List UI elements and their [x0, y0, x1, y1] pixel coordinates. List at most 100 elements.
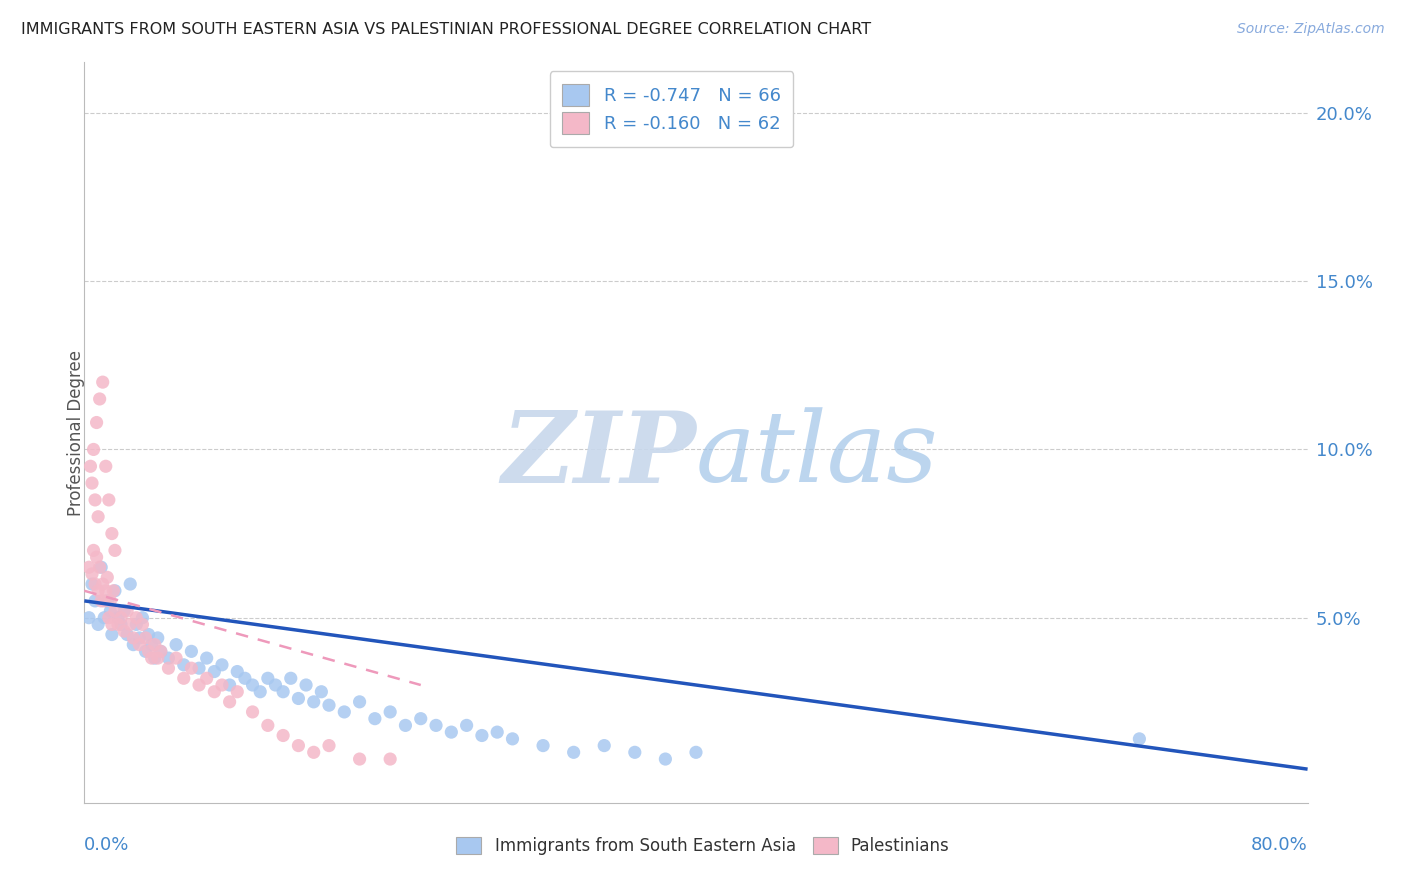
- Point: [394, 718, 416, 732]
- Text: 0.0%: 0.0%: [84, 837, 129, 855]
- Legend: R = -0.747   N = 66, R = -0.160   N = 62: R = -0.747 N = 66, R = -0.160 N = 62: [550, 71, 793, 147]
- Point: [195, 651, 218, 665]
- Point: [264, 678, 287, 692]
- Point: [138, 644, 160, 658]
- Point: [349, 695, 371, 709]
- Point: [149, 644, 172, 658]
- Point: [486, 725, 509, 739]
- Point: [502, 731, 524, 746]
- Point: [364, 712, 387, 726]
- Point: [101, 627, 124, 641]
- Point: [83, 543, 105, 558]
- Point: [188, 678, 211, 692]
- Point: [87, 509, 110, 524]
- Point: [103, 583, 125, 598]
- Point: [91, 577, 114, 591]
- Point: [110, 610, 132, 624]
- Point: [97, 492, 120, 507]
- Point: [104, 543, 127, 558]
- Point: [98, 604, 121, 618]
- Point: [125, 617, 148, 632]
- Point: [84, 594, 107, 608]
- Point: [120, 577, 142, 591]
- Point: [531, 739, 554, 753]
- Text: ZIP: ZIP: [501, 407, 696, 503]
- Point: [226, 665, 249, 679]
- Point: [180, 644, 202, 658]
- Point: [311, 685, 333, 699]
- Point: [115, 604, 138, 618]
- Point: [115, 627, 138, 641]
- Point: [135, 644, 157, 658]
- Point: [89, 560, 111, 574]
- Point: [654, 752, 676, 766]
- Point: [80, 577, 103, 591]
- Point: [104, 604, 127, 618]
- Point: [104, 583, 127, 598]
- Point: [180, 661, 202, 675]
- Point: [173, 657, 195, 672]
- Text: Source: ZipAtlas.com: Source: ZipAtlas.com: [1237, 22, 1385, 37]
- Text: 80.0%: 80.0%: [1251, 837, 1308, 855]
- Point: [84, 492, 107, 507]
- Point: [318, 739, 340, 753]
- Point: [271, 685, 294, 699]
- Point: [91, 375, 114, 389]
- Point: [97, 610, 120, 624]
- Point: [94, 459, 117, 474]
- Point: [249, 685, 271, 699]
- Point: [94, 583, 117, 598]
- Point: [135, 631, 157, 645]
- Point: [93, 610, 115, 624]
- Point: [125, 610, 148, 624]
- Point: [271, 729, 294, 743]
- Point: [128, 638, 150, 652]
- Point: [110, 617, 132, 632]
- Point: [195, 671, 218, 685]
- Point: [456, 718, 478, 732]
- Point: [146, 631, 169, 645]
- Point: [202, 665, 225, 679]
- Point: [138, 627, 160, 641]
- Text: atlas: atlas: [696, 407, 939, 502]
- Point: [425, 718, 447, 732]
- Point: [173, 671, 195, 685]
- Point: [562, 745, 585, 759]
- Point: [101, 617, 124, 632]
- Point: [380, 752, 402, 766]
- Point: [112, 624, 135, 639]
- Point: [1128, 731, 1150, 746]
- Point: [86, 416, 108, 430]
- Point: [165, 638, 187, 652]
- Point: [90, 594, 112, 608]
- Text: IMMIGRANTS FROM SOUTH EASTERN ASIA VS PALESTINIAN PROFESSIONAL DEGREE CORRELATIO: IMMIGRANTS FROM SOUTH EASTERN ASIA VS PA…: [21, 22, 872, 37]
- Point: [87, 617, 110, 632]
- Point: [593, 739, 616, 753]
- Point: [80, 566, 103, 581]
- Point: [287, 691, 309, 706]
- Point: [302, 745, 325, 759]
- Point: [120, 617, 142, 632]
- Point: [471, 729, 494, 743]
- Point: [122, 638, 145, 652]
- Point: [349, 752, 371, 766]
- Point: [280, 671, 302, 685]
- Point: [287, 739, 309, 753]
- Point: [77, 560, 100, 574]
- Point: [333, 705, 356, 719]
- Point: [233, 671, 256, 685]
- Point: [77, 610, 100, 624]
- Point: [98, 594, 121, 608]
- Point: [84, 577, 107, 591]
- Point: [131, 610, 153, 624]
- Point: [218, 695, 240, 709]
- Point: [107, 617, 129, 632]
- Point: [157, 651, 180, 665]
- Point: [83, 442, 105, 457]
- Point: [143, 651, 166, 665]
- Point: [242, 678, 264, 692]
- Point: [90, 560, 112, 574]
- Point: [146, 651, 169, 665]
- Point: [101, 526, 124, 541]
- Point: [211, 678, 233, 692]
